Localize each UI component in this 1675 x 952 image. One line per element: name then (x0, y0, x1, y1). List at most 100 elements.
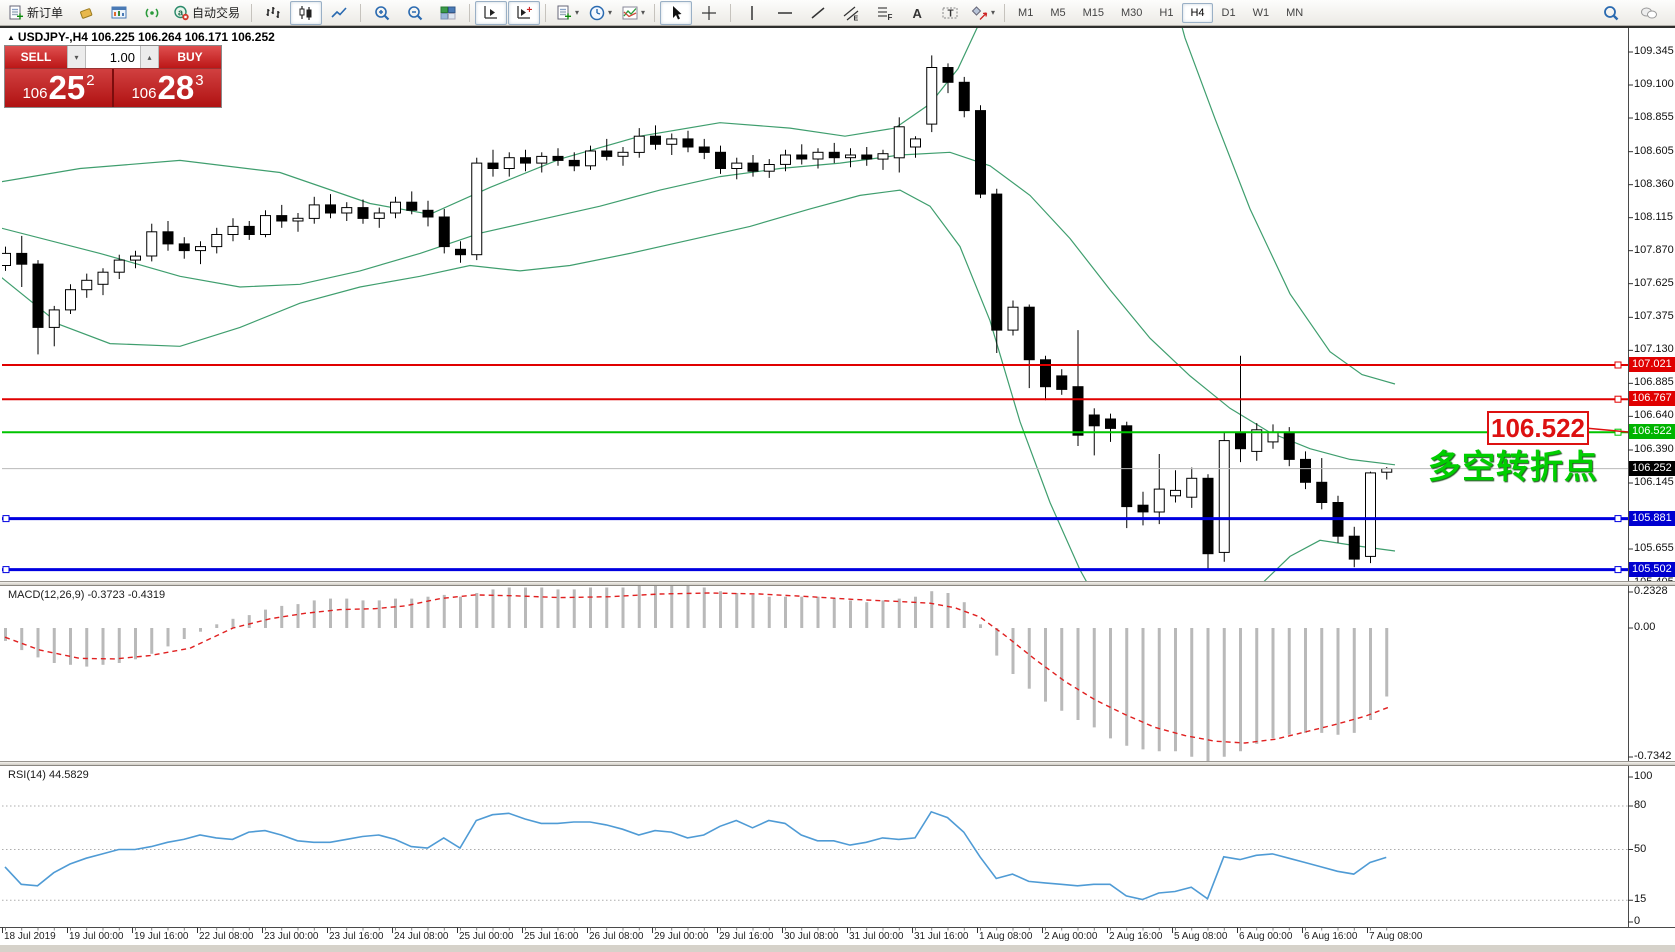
collapse-arrow-icon[interactable]: ▲ (7, 33, 15, 42)
arrows-button[interactable]: ▾ (967, 1, 999, 25)
rsi-panel-splitter[interactable] (0, 761, 1675, 766)
crosshair-icon (702, 5, 717, 20)
buy-price-sup: 3 (195, 72, 204, 89)
buy-price-button[interactable]: 106 28 3 (114, 69, 221, 107)
svg-text:A: A (913, 6, 923, 21)
volume-decrease-button[interactable]: ▾ (67, 46, 86, 68)
y-axis-label: 107.870 (1634, 243, 1674, 256)
ohlc-title-text: USDJPY-,H4 106.225 106.264 106.171 106.2… (17, 30, 275, 44)
svg-text:+: + (527, 5, 533, 16)
buy-button[interactable]: BUY (159, 46, 221, 68)
volume-increase-button[interactable]: ▴ (140, 46, 159, 68)
turning-point-annotation[interactable]: 多空转折点 (1428, 448, 1598, 485)
price-level-badge: 105.502 (1629, 561, 1675, 577)
toolbar-right-icons (1595, 1, 1671, 25)
timeframe-D1[interactable]: D1 (1221, 6, 1236, 19)
toolbar-separator (545, 3, 547, 22)
bars-icon (266, 6, 280, 18)
auto-trading-button[interactable]: a 自动交易 (169, 1, 246, 25)
zoom-in-icon (375, 5, 390, 20)
auto-trading-button-label: 自动交易 (192, 6, 241, 20)
text-button[interactable]: A (901, 1, 933, 25)
new-chart-button[interactable]: + ▾ (551, 1, 583, 25)
y-axis-label: 109.345 (1634, 45, 1674, 57)
dropdown-caret-icon[interactable]: ▾ (608, 8, 613, 17)
candlestick-chart-button[interactable] (290, 0, 323, 25)
shapes-icon (971, 5, 988, 20)
indicators-icon (622, 6, 638, 19)
eraser-button[interactable] (70, 1, 102, 25)
linechart-icon (331, 6, 347, 18)
time-axis-label: 6 Aug 16:00 (1304, 931, 1358, 942)
bar-chart-button[interactable] (257, 1, 289, 25)
y-axis-label: 106.145 (1634, 476, 1674, 488)
chart-window (0, 26, 1675, 945)
zoom-out-button[interactable] (399, 1, 431, 25)
new-order-button[interactable]: + 新订单 (4, 1, 69, 25)
dropdown-caret-icon[interactable]: ▾ (991, 8, 996, 17)
macd-panel-splitter[interactable] (0, 581, 1675, 586)
price-annotation-box[interactable]: 106.522 (1487, 411, 1589, 445)
text-label-button[interactable]: T (934, 1, 966, 25)
timeframe-M15[interactable]: M15 (1082, 6, 1104, 19)
sell-price-sup: 2 (86, 72, 95, 89)
time-axis-label: 30 Jul 08:00 (784, 931, 839, 942)
window-bottom-strip (0, 945, 1675, 952)
trendline-icon (811, 6, 825, 19)
search-icon (1604, 5, 1619, 20)
trendline-button[interactable] (802, 1, 834, 25)
cursor-button[interactable] (660, 0, 693, 25)
y-axis-label: 108.855 (1634, 110, 1674, 123)
svg-text:+: + (17, 9, 24, 22)
horizontal-line-button[interactable] (769, 1, 801, 25)
time-axis-label: 19 Jul 00:00 (69, 931, 124, 942)
timeframe-M1[interactable]: M1 (1018, 6, 1034, 19)
time-axis-label: 5 Aug 08:00 (1174, 931, 1228, 942)
zoom-in-button[interactable] (366, 1, 398, 25)
chat-button[interactable] (1633, 1, 1665, 25)
dropdown-caret-icon[interactable]: ▾ (575, 8, 580, 17)
y-axis-label: 106.640 (1634, 409, 1674, 422)
tile-windows-button[interactable] (432, 1, 464, 25)
timeframe-MN[interactable]: MN (1286, 6, 1304, 19)
y-axis-label: 108.360 (1634, 177, 1674, 190)
timeframe-M30[interactable]: M30 (1121, 6, 1143, 19)
line-chart-button[interactable] (323, 1, 355, 25)
fibonacci-button[interactable]: F (868, 1, 900, 25)
timeframe-H1[interactable]: H1 (1159, 6, 1174, 19)
chat-icon (1641, 7, 1657, 18)
vertical-line-button[interactable] (736, 1, 768, 25)
signals-button[interactable] (136, 1, 168, 25)
periods-button[interactable]: ▾ (584, 1, 616, 25)
clock-icon (589, 5, 605, 20)
zoom-out-icon (408, 5, 423, 20)
chart-window-button[interactable] (103, 1, 135, 25)
fibo-icon: F (878, 6, 893, 22)
chart-title: ▲ USDJPY-,H4 106.225 106.264 106.171 106.… (7, 30, 275, 44)
new-order-button-label: 新订单 (27, 6, 64, 20)
search-button[interactable] (1595, 1, 1627, 25)
timeframe-W1[interactable]: W1 (1252, 6, 1270, 19)
time-axis-label: 6 Aug 00:00 (1239, 931, 1293, 942)
autoscroll-icon: + (517, 5, 533, 19)
crosshair-button[interactable] (693, 1, 725, 25)
macd-axis-label: 0.00 (1634, 621, 1656, 633)
timeframe-M5[interactable]: M5 (1050, 6, 1066, 19)
timeframe-H4[interactable]: H4 (1182, 2, 1213, 23)
volume-input[interactable] (86, 46, 140, 68)
svg-text:+: + (565, 9, 572, 22)
svg-text:T: T (948, 8, 954, 19)
dropdown-caret-icon[interactable]: ▾ (641, 8, 646, 17)
y-axis-label: 106.885 (1634, 376, 1674, 389)
buy-price-big: 28 (157, 69, 195, 106)
chart-autoscroll-button[interactable]: + (508, 0, 541, 25)
indicators-button[interactable]: ▾ (617, 1, 649, 25)
chart-shift-button[interactable] (475, 0, 508, 25)
equidistant-channel-button[interactable]: E (835, 1, 867, 25)
toolbar-separator (654, 3, 656, 22)
price-level-badge: 105.881 (1629, 510, 1675, 526)
y-axis-label: 105.655 (1634, 542, 1674, 554)
sell-price-button[interactable]: 106 25 2 (5, 69, 114, 107)
sell-button[interactable]: SELL (5, 46, 67, 68)
time-axis-label: 18 Jul 2019 (4, 931, 56, 942)
